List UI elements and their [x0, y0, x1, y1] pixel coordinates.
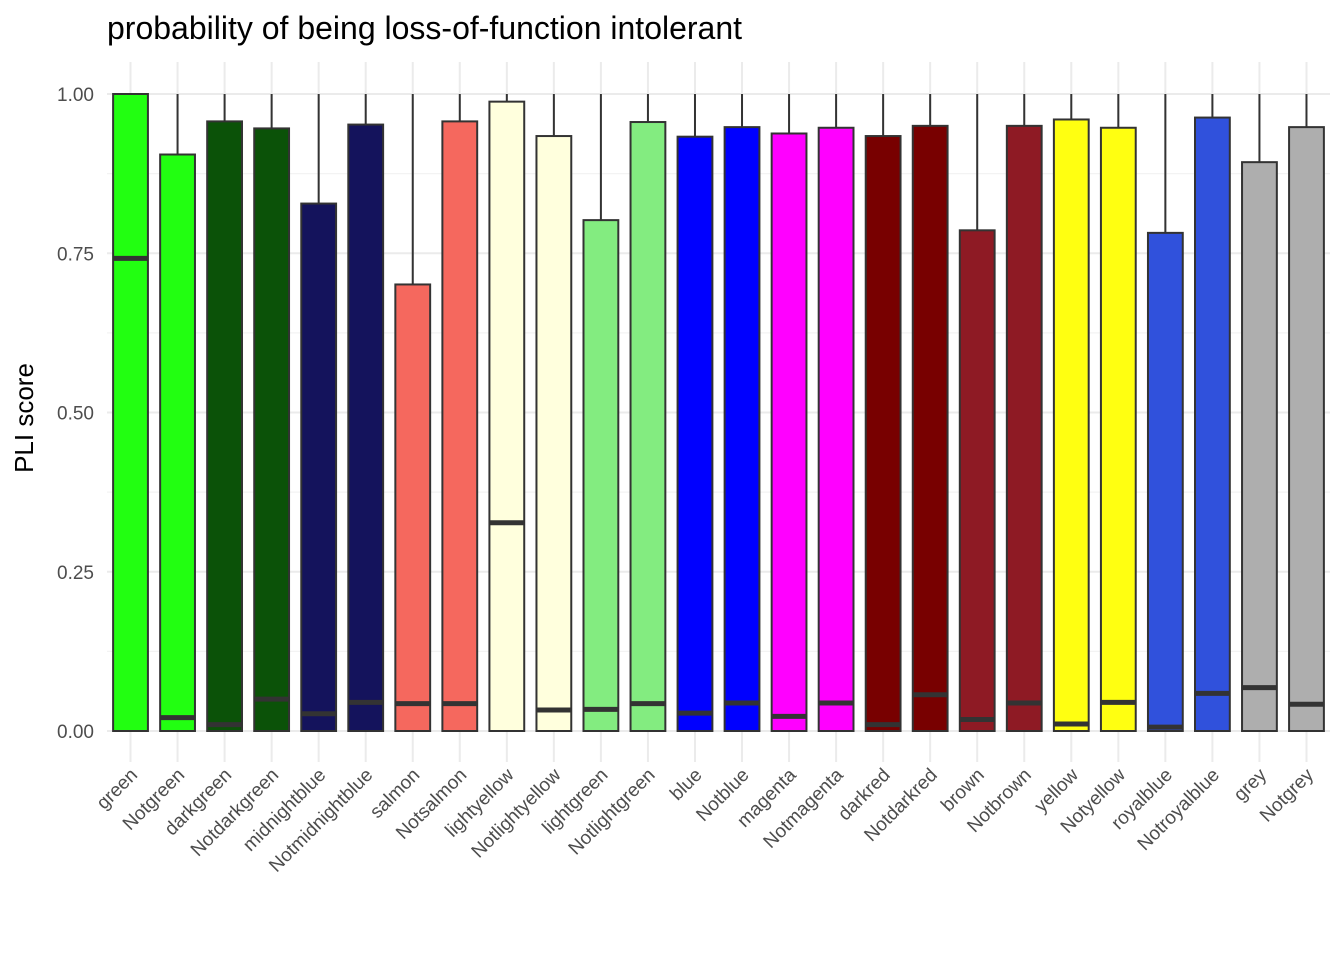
y-tick-label: 0.00: [57, 722, 94, 743]
box-body: [1193, 116, 1231, 733]
box-blue: [676, 94, 714, 732]
boxplots: [112, 93, 1325, 733]
gridlines: [107, 62, 1330, 762]
box-body: [864, 135, 902, 733]
box-body: [394, 283, 432, 732]
box-Notdarkgreen: [253, 94, 291, 732]
chart-title: probability of being loss-of-function in…: [107, 10, 742, 46]
box-royalblue: [1146, 94, 1184, 732]
box-body: [159, 153, 196, 732]
y-axis-label: PLI score: [9, 363, 39, 473]
box-darkgreen: [206, 94, 244, 733]
box-body: [1241, 161, 1278, 732]
box-Notlightyellow: [535, 94, 573, 733]
box-Notmagenta: [817, 94, 855, 733]
box-body: [112, 93, 149, 732]
x-axis-ticks: greenNotgreendarkgreenNotdarkgreenmidnig…: [93, 764, 1319, 876]
box-body: [1288, 126, 1325, 732]
box-grey: [1241, 94, 1278, 732]
box-body: [535, 135, 573, 733]
y-tick-label: 0.25: [57, 563, 94, 584]
box-body: [582, 219, 620, 732]
y-tick-label: 0.75: [57, 244, 94, 265]
box-body: [629, 121, 667, 732]
box-salmon: [394, 94, 432, 732]
box-Notblue: [723, 94, 761, 732]
box-body: [1146, 231, 1184, 732]
box-body: [488, 100, 526, 733]
y-tick-label: 0.50: [57, 404, 94, 425]
box-body: [1005, 124, 1043, 733]
box-body: [770, 132, 808, 732]
box-body: [347, 123, 385, 733]
box-body: [1099, 126, 1137, 733]
box-lightyellow: [488, 94, 526, 733]
box-Notsalmon: [441, 94, 479, 733]
x-tick-label: Notgrey: [1256, 764, 1318, 826]
box-body: [253, 127, 291, 732]
box-Notgreen: [159, 94, 196, 732]
box-body: [1052, 118, 1090, 733]
box-brown: [958, 94, 996, 732]
y-axis-ticks: 0.00 0.25 0.50 0.75 1.00: [57, 85, 94, 743]
box-Notdarkred: [911, 94, 949, 733]
box-body: [300, 202, 338, 732]
box-body: [441, 120, 479, 733]
box-Notbrown: [1005, 94, 1043, 733]
box-Notmidnightblue: [347, 94, 385, 733]
box-body: [206, 120, 244, 733]
y-tick-label: 1.00: [57, 85, 94, 106]
box-magenta: [770, 94, 808, 732]
box-Notroyalblue: [1193, 94, 1231, 733]
box-body: [958, 229, 996, 732]
box-Notgrey: [1288, 94, 1325, 732]
box-Notyellow: [1099, 94, 1137, 733]
box-body: [817, 126, 855, 733]
box-green: [112, 93, 149, 732]
box-body: [911, 124, 949, 733]
box-body: [723, 126, 761, 732]
box-body: [676, 135, 714, 732]
box-lightgreen: [582, 94, 620, 732]
box-midnightblue: [300, 94, 338, 732]
box-Notlightgreen: [629, 94, 667, 732]
box-darkred: [864, 94, 902, 733]
box-yellow: [1052, 94, 1090, 733]
x-tick-label: grey: [1230, 764, 1271, 805]
x-tick-label: blue: [666, 765, 706, 805]
